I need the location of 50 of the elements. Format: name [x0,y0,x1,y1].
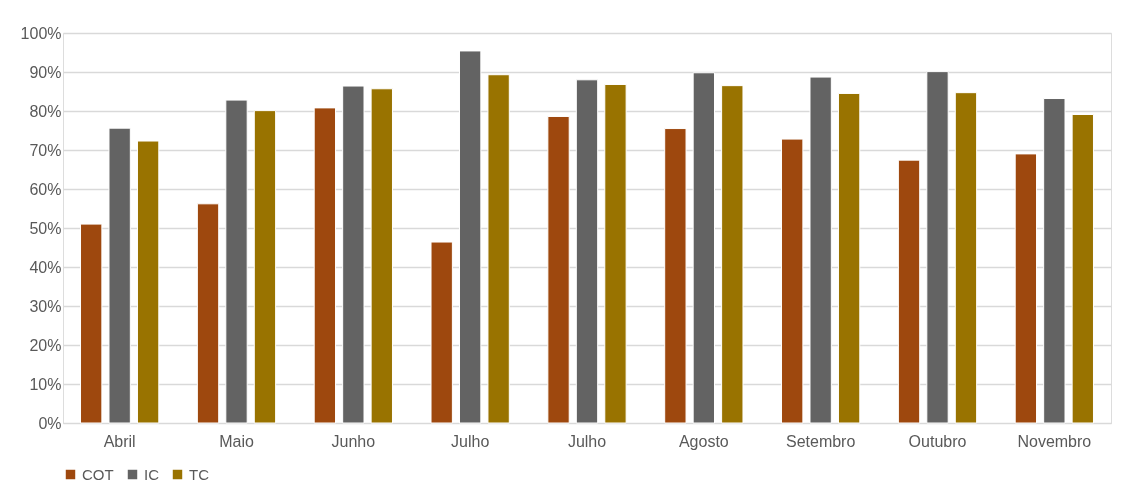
bar [837,92,861,424]
bar [1043,98,1066,424]
bar [108,127,131,424]
bar [721,85,744,424]
bar [926,71,949,424]
legend-label: IC [144,465,160,483]
x-tick-label: Abril [103,432,136,450]
bar [342,85,365,424]
bar [954,92,978,424]
x-tick-label: Julho [451,432,490,450]
bar [664,128,687,424]
bar [1071,114,1094,424]
x-tick-label: Setembro [785,432,856,450]
x-tick-label: Agosto [678,432,729,450]
y-tick-label: 30% [29,297,62,315]
x-tick-label: Julho [567,432,607,450]
bar [136,140,160,424]
bar [781,138,804,424]
bar [370,88,393,424]
bar [430,241,453,424]
bar [1014,153,1038,424]
bar [196,203,220,424]
legend-label: COT [82,465,114,483]
y-tick-label: 10% [29,375,62,393]
y-tick-label: 40% [29,258,62,276]
y-tick-label: 0% [38,414,62,432]
y-tick-label: 80% [29,102,62,120]
bar [80,223,103,424]
bar [225,99,248,424]
bar [692,72,716,424]
y-tick-label: 70% [29,141,62,159]
bar [313,107,337,424]
x-tick-label: Maio [219,432,254,450]
y-tick-label: 50% [29,219,62,237]
x-tick-label: Novembro [1017,432,1092,450]
bar [575,79,599,424]
bar [253,110,277,424]
bar [487,74,510,424]
x-tick-label: Junho [331,432,376,450]
bar [604,83,627,424]
bar [809,76,832,424]
bar [547,115,570,424]
legend-label: TC [189,465,210,483]
bar [897,159,921,424]
y-tick-label: 100% [20,24,62,42]
y-tick-label: 20% [29,336,62,354]
y-tick-label: 60% [29,180,62,198]
y-tick-label: 90% [29,63,62,81]
bar [458,50,482,424]
x-tick-label: Outubro [908,432,967,450]
